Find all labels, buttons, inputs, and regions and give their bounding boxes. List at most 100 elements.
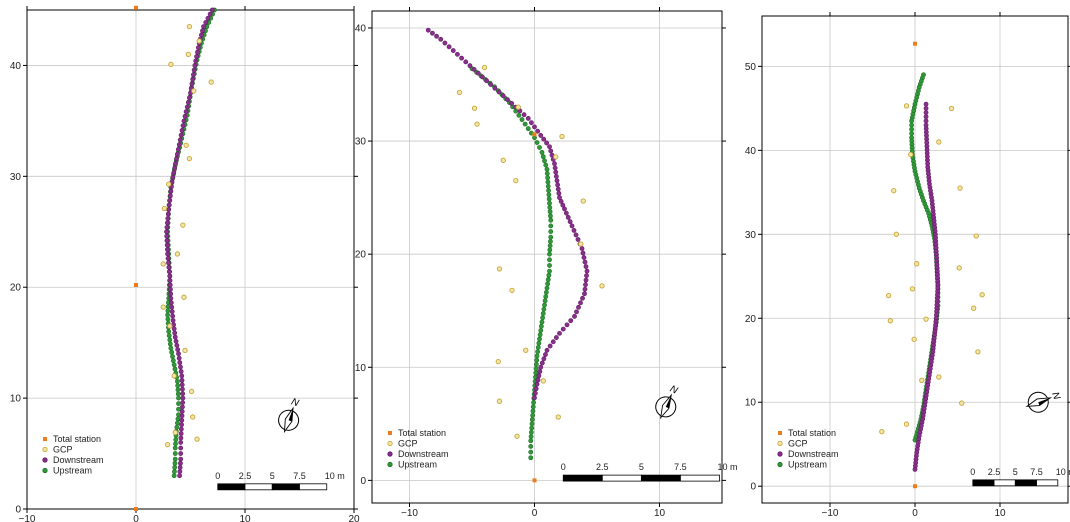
downstream-point [548, 148, 554, 154]
downstream-point [167, 197, 173, 203]
upstream-point [172, 465, 178, 470]
gcp-point [164, 442, 171, 448]
gcp-point [975, 349, 981, 355]
legend-label-downstream: Downstream [398, 449, 449, 459]
upstream-point [175, 391, 181, 397]
downstream-point [189, 81, 195, 87]
downstream-point [177, 360, 183, 366]
downstream-point [207, 11, 213, 17]
x-tick-label: −10 [401, 508, 418, 519]
downstream-point [165, 255, 171, 261]
downstream-point [537, 369, 543, 374]
gcp-point [172, 429, 178, 436]
downstream-point [567, 219, 573, 225]
legend-marker-upstream [777, 461, 783, 468]
total-station-point [134, 5, 138, 10]
legend-label-downstream: Downstream [53, 455, 104, 465]
scale-bar-label: 0 [561, 462, 566, 472]
downstream-point [568, 318, 574, 324]
scale-bar-label: 7.5 [1030, 467, 1043, 477]
legend-marker-gcp [387, 440, 393, 447]
gcp-point [509, 287, 515, 294]
downstream-point [164, 229, 169, 235]
scale-bar-label: 7.5 [674, 462, 687, 472]
upstream-point [545, 277, 551, 283]
downstream-point [176, 355, 182, 361]
downstream-point [509, 100, 514, 106]
gcp-point [513, 178, 519, 184]
y-tick-label: 0 [15, 505, 21, 516]
scale-bar-label: 7.5 [293, 471, 306, 481]
y-tick-label: 40 [10, 61, 22, 72]
downstream-point [181, 118, 187, 124]
scale-bar-segment [244, 483, 273, 491]
upstream-point [528, 449, 534, 455]
gcp-point [196, 38, 202, 44]
upstream-point [172, 451, 178, 456]
gcp-point [923, 316, 929, 322]
scale-bar-label: 5 [270, 471, 275, 481]
upstream-point [166, 329, 172, 334]
downstream-point [168, 300, 174, 306]
scale-bar-label: 2.5 [596, 462, 609, 472]
upstream-point [537, 332, 543, 338]
downstream-point [170, 313, 176, 319]
total-station-point [134, 283, 138, 288]
gcp-point [979, 292, 985, 298]
upstream-point [170, 354, 175, 359]
downstream-point [534, 381, 540, 387]
y-tick-label: 30 [355, 137, 367, 148]
legend-marker-upstream [387, 461, 393, 468]
gcp-point [495, 358, 501, 365]
downstream-point [532, 124, 537, 130]
scale-bar-label: 5 [639, 462, 644, 472]
gcp-point [903, 103, 910, 109]
downstream-point [550, 339, 556, 345]
downstream-point [180, 400, 186, 405]
downstream-point [179, 373, 185, 379]
downstream-point [923, 114, 929, 120]
downstream-point [178, 440, 184, 445]
upstream-point [172, 445, 178, 451]
downstream-point [175, 151, 180, 157]
upstream-point [533, 366, 539, 372]
legend-marker-gcp [777, 440, 783, 447]
downstream-point [209, 7, 215, 13]
upstream-point [542, 158, 547, 164]
gcp-point [893, 231, 899, 237]
north-arrow-needle-fill [1038, 397, 1051, 406]
upstream-point [538, 328, 544, 333]
downstream-point [584, 268, 590, 274]
gcp-point [500, 157, 506, 163]
downstream-point [923, 110, 929, 115]
downstream-point [178, 445, 184, 451]
upstream-point [171, 473, 177, 479]
legend-label-upstream: Upstream [398, 460, 437, 470]
downstream-point [178, 456, 184, 462]
downstream-point [195, 49, 200, 55]
downstream-point [533, 386, 539, 392]
downstream-point [180, 404, 185, 410]
downstream-point [176, 351, 181, 357]
downstream-point [541, 136, 547, 142]
upstream-point [545, 175, 551, 181]
downstream-point [556, 190, 562, 196]
north-arrow-label: N [290, 396, 301, 409]
gcp-point [208, 79, 214, 85]
downstream-point [170, 174, 176, 180]
upstream-point [540, 154, 546, 160]
downstream-point [562, 206, 567, 212]
scale-bar-segment [562, 474, 603, 482]
gcp-point [167, 323, 173, 329]
downstream-point [165, 216, 171, 221]
gcp-point [474, 121, 480, 127]
downstream-point [168, 291, 174, 297]
north-arrow-icon: N [1025, 391, 1062, 413]
scale-bar-segment [1014, 479, 1037, 487]
downstream-point [166, 269, 172, 275]
downstream-point [184, 104, 190, 110]
downstream-point [555, 186, 561, 192]
gcp-point [555, 414, 561, 420]
downstream-point [179, 417, 185, 423]
downstream-point [572, 313, 577, 319]
